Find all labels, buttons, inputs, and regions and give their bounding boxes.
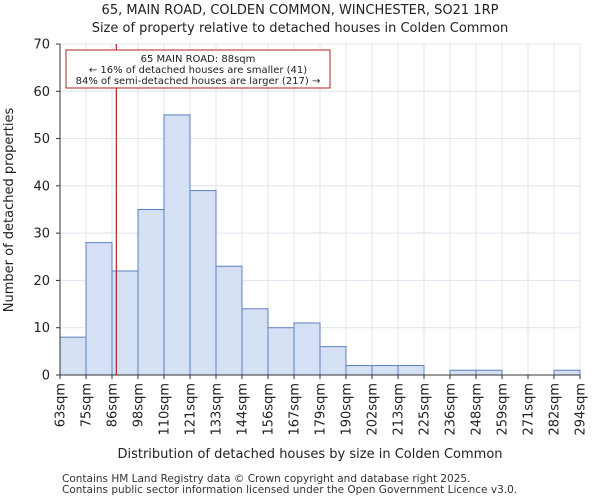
x-tick-label: 121sqm: [184, 383, 199, 436]
y-tick-label: 70: [33, 38, 50, 53]
footer-line-1: Contains HM Land Registry data © Crown c…: [62, 473, 471, 485]
footer-line-2: Contains public sector information licen…: [62, 484, 518, 496]
histogram-bar: [163, 114, 191, 376]
histogram-bar: [475, 369, 503, 376]
y-tick-label: 0: [42, 369, 50, 384]
chart-subtitle: Size of property relative to detached ho…: [91, 21, 509, 36]
x-tick-label: 190sqm: [340, 383, 355, 436]
y-tick-label: 40: [33, 179, 50, 194]
histogram-bar: [319, 346, 347, 376]
y-tick-label: 50: [33, 132, 50, 147]
x-tick-label: 294sqm: [574, 383, 589, 436]
histogram-bar: [371, 365, 399, 376]
histogram-bar: [345, 365, 373, 376]
x-tick-label: 213sqm: [392, 383, 407, 436]
x-tick-label: 282sqm: [548, 383, 563, 436]
annotation-line-1: 65 MAIN ROAD: 88sqm: [141, 54, 256, 65]
x-tick-label: 179sqm: [314, 383, 329, 436]
x-tick-label: 248sqm: [470, 383, 485, 436]
histogram-bar: [59, 336, 87, 376]
y-tick-label: 10: [33, 321, 50, 336]
x-tick-label: 259sqm: [496, 383, 511, 436]
chart-title: 65, MAIN ROAD, COLDEN COMMON, WINCHESTER…: [101, 3, 499, 18]
histogram-bar: [85, 242, 113, 376]
histogram-bar: [215, 265, 243, 376]
y-tick-label: 30: [33, 227, 50, 242]
histogram-bar: [293, 322, 321, 376]
annotation-line-3: 84% of semi-detached houses are larger (…: [76, 76, 321, 87]
y-tick-label: 20: [33, 274, 50, 289]
x-tick-label: 75sqm: [80, 383, 95, 427]
x-tick-label: 144sqm: [236, 383, 251, 436]
y-tick-label: 60: [33, 85, 50, 100]
histogram-bar: [241, 308, 269, 376]
x-tick-label: 271sqm: [522, 383, 537, 436]
x-axis-label: Distribution of detached houses by size …: [117, 447, 502, 462]
histogram-bar: [553, 369, 581, 376]
histogram-bar: [397, 365, 425, 376]
annotation-line-2: ← 16% of detached houses are smaller (41…: [89, 65, 307, 76]
x-tick-label: 236sqm: [444, 383, 459, 436]
y-axis-label: Number of detached properties: [2, 108, 17, 313]
histogram-bar: [137, 209, 165, 376]
histogram-bar: [449, 369, 477, 376]
x-tick-labels: 63sqm 75sqm 86sqm 98sqm 110sqm 121sqm 133sqm 14…: [54, 375, 589, 436]
x-tick-label: 98sqm: [132, 383, 147, 427]
x-tick-label: 156sqm: [262, 383, 277, 436]
x-tick-label: 110sqm: [158, 383, 173, 436]
annotation-box: 65 MAIN ROAD: 88sqm ← 16% of detached ho…: [65, 49, 331, 89]
histogram-bar: [189, 190, 217, 376]
y-tick-labels: 0 10 20 30 40 50 60 70: [33, 38, 60, 384]
x-tick-label: 225sqm: [418, 383, 433, 436]
x-tick-label: 63sqm: [54, 383, 69, 427]
histogram-bar: [267, 327, 295, 376]
x-tick-label: 202sqm: [366, 383, 381, 436]
x-tick-label: 133sqm: [210, 383, 225, 436]
x-tick-label: 167sqm: [288, 383, 303, 436]
x-tick-label: 86sqm: [106, 383, 121, 427]
annotation-border: [65, 49, 331, 89]
